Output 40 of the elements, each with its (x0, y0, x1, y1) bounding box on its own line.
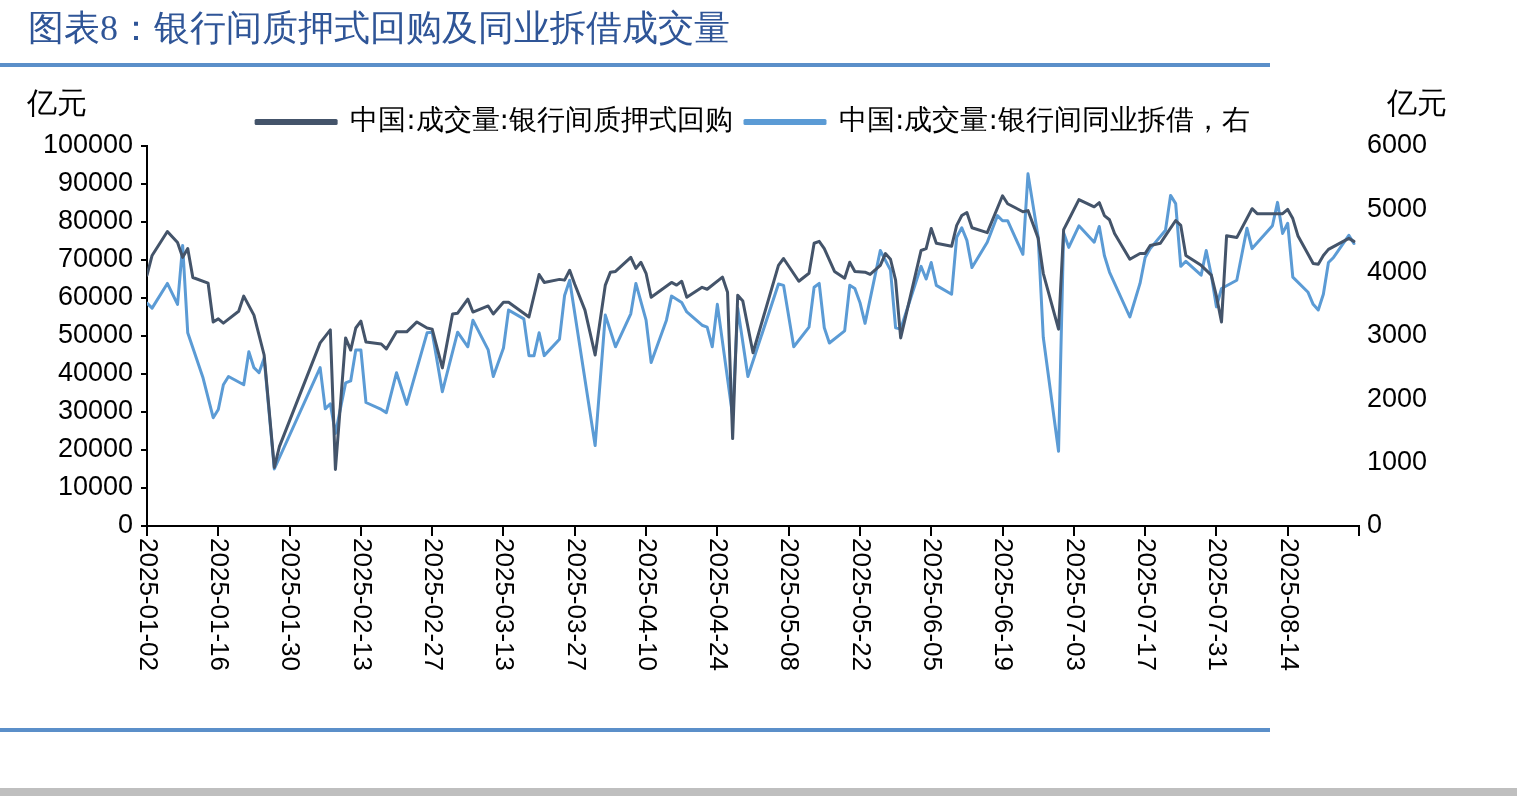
y2-tick-label: 0 (1367, 509, 1383, 540)
x-tick-label: 2025-05-08 (775, 538, 806, 671)
x-tick-label: 2025-01-02 (133, 538, 164, 671)
y-axis-title: 亿元 (26, 86, 87, 120)
x-tick-label: 2025-04-24 (704, 538, 735, 671)
x-tick-label: 2025-01-30 (276, 538, 307, 671)
y-tick-label: 80000 (57, 205, 133, 236)
x-tick-label: 2025-01-16 (205, 538, 236, 671)
y2-tick-label: 5000 (1367, 192, 1428, 223)
legend-label: 中国:成交量:银行间同业拆借，右 (839, 103, 1250, 137)
y-tick-label: 10000 (57, 471, 133, 502)
x-tick-label: 2025-06-19 (989, 538, 1020, 671)
x-tick-label: 2025-05-22 (846, 538, 877, 671)
y-tick-label: 20000 (57, 433, 133, 464)
x-tick-label: 2025-04-10 (632, 538, 663, 671)
y-tick-label: 30000 (57, 395, 133, 426)
x-tick-label: 2025-08-14 (1274, 538, 1305, 671)
y-tick-label: 70000 (57, 243, 133, 274)
x-tick-label: 2025-06-05 (918, 538, 949, 671)
x-tick-label: 2025-02-27 (419, 538, 449, 671)
x-tick-label: 2025-07-31 (1203, 538, 1234, 671)
x-tick-label: 2025-07-03 (1060, 538, 1091, 671)
y-tick-label: 40000 (57, 357, 133, 388)
y-tick-label: 0 (117, 509, 133, 540)
y2-tick-label: 3000 (1367, 319, 1428, 350)
chart-title: 图表8：银行间质押式回购及同业拆借成交量 (28, 7, 730, 50)
x-tick-label: 2025-03-13 (490, 538, 521, 671)
x-tick-label: 2025-02-13 (347, 538, 378, 671)
y2-tick-label: 1000 (1367, 446, 1428, 477)
x-tick-label: 2025-07-17 (1131, 538, 1162, 671)
y-tick-label: 50000 (57, 319, 133, 350)
y2-tick-label: 2000 (1367, 382, 1428, 413)
y-tick-label: 90000 (57, 167, 133, 198)
y2-tick-label: 6000 (1367, 129, 1428, 160)
legend-label: 中国:成交量:银行间质押式回购 (350, 103, 734, 137)
y2-tick-label: 4000 (1367, 256, 1428, 287)
y2-axis-title: 亿元 (1386, 86, 1447, 120)
y-tick-label: 100000 (42, 129, 133, 160)
y-tick-label: 60000 (57, 281, 133, 312)
x-tick-label: 2025-03-27 (561, 538, 592, 671)
